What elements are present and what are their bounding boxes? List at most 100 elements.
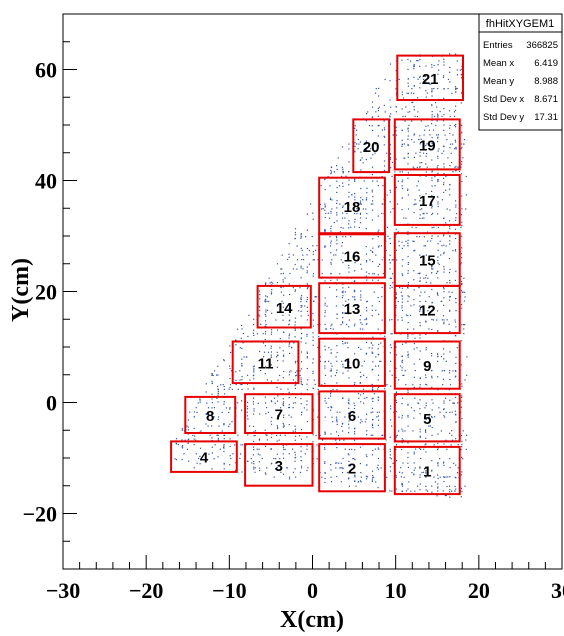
hit-point — [455, 326, 457, 328]
hit-point — [288, 343, 290, 345]
hit-point — [342, 397, 344, 399]
hit-point — [414, 467, 416, 469]
hit-point — [335, 416, 338, 418]
hit-point — [461, 307, 463, 309]
hit-point — [450, 143, 452, 145]
hit-point — [324, 206, 326, 208]
hit-point — [407, 245, 409, 247]
hit-point — [211, 382, 213, 385]
hit-point — [445, 245, 447, 247]
hit-point — [380, 467, 382, 469]
hit-point — [431, 377, 433, 379]
hit-point — [401, 448, 403, 451]
hit-point — [407, 272, 409, 274]
hit-point — [419, 309, 421, 311]
hit-point — [405, 384, 407, 386]
hit-point — [443, 353, 445, 355]
region-label: 2 — [348, 461, 356, 478]
hit-point — [235, 469, 237, 471]
region-box-outline — [231, 340, 300, 385]
hit-point — [336, 212, 338, 214]
hit-point — [399, 471, 401, 473]
hit-point — [354, 475, 356, 477]
hit-point — [299, 374, 301, 376]
hit-point — [325, 402, 327, 404]
hit-point — [260, 323, 262, 325]
hit-point — [266, 434, 268, 436]
hit-point — [269, 360, 271, 362]
hit-point — [260, 369, 262, 372]
hit-point — [368, 273, 370, 275]
hit-point — [279, 434, 281, 436]
hit-point — [253, 431, 255, 433]
hit-point — [342, 205, 344, 207]
hit-point — [451, 490, 453, 492]
hit-point — [418, 286, 420, 288]
hit-point — [431, 159, 433, 161]
hit-point — [431, 185, 433, 187]
hit-point — [417, 180, 419, 182]
hit-point — [225, 407, 227, 409]
hit-point — [312, 212, 314, 214]
hit-point — [371, 305, 373, 307]
hit-point — [401, 483, 403, 485]
hit-point — [415, 227, 417, 229]
hit-point — [391, 259, 393, 261]
hit-point — [431, 415, 433, 418]
hit-point — [441, 152, 443, 154]
region-label: 7 — [275, 407, 283, 424]
hit-point — [292, 287, 294, 289]
hit-point — [390, 113, 392, 115]
region-box-outline — [393, 393, 461, 443]
hit-point — [398, 78, 400, 80]
hit-point — [401, 490, 403, 492]
hit-point — [461, 208, 463, 210]
hit-point — [229, 386, 231, 389]
hit-point — [362, 393, 364, 395]
y-tick-label: 20 — [35, 280, 57, 305]
hit-point — [419, 337, 421, 339]
hit-point — [389, 238, 391, 240]
hit-point — [443, 297, 445, 299]
hit-point — [449, 165, 451, 167]
hit-point — [341, 175, 343, 177]
hit-point — [382, 434, 384, 436]
region-box-outline — [396, 54, 464, 101]
hit-point — [395, 394, 397, 396]
hit-point — [443, 400, 445, 402]
hit-point — [245, 356, 247, 358]
hit-point — [217, 456, 219, 458]
hit-point — [360, 394, 362, 396]
hit-point — [381, 296, 383, 298]
hit-point — [389, 457, 391, 459]
hit-point — [375, 365, 377, 367]
hit-point — [395, 354, 398, 356]
hit-point — [419, 350, 421, 352]
hit-point — [454, 109, 457, 111]
hit-point — [407, 138, 409, 140]
hit-point — [354, 296, 356, 298]
hit-point — [217, 395, 219, 397]
hit-point — [195, 407, 197, 409]
hit-point — [336, 207, 338, 209]
hit-point — [247, 401, 249, 403]
hit-point — [340, 259, 342, 261]
hit-point — [413, 133, 415, 135]
hit-point — [389, 115, 391, 117]
hit-point — [324, 246, 326, 248]
hit-point — [209, 434, 211, 436]
hit-point — [419, 428, 421, 430]
hit-point — [445, 494, 447, 497]
hit-point — [324, 297, 326, 299]
hit-point — [273, 457, 275, 460]
hit-point — [300, 237, 302, 239]
hit-point — [441, 319, 443, 321]
hit-point — [356, 213, 358, 215]
hit-point — [199, 399, 201, 401]
hit-point — [443, 476, 445, 478]
hit-point — [366, 212, 368, 215]
hit-point — [342, 206, 344, 209]
hit-point — [403, 143, 405, 145]
hit-point — [283, 370, 285, 373]
hit-point — [463, 300, 465, 302]
